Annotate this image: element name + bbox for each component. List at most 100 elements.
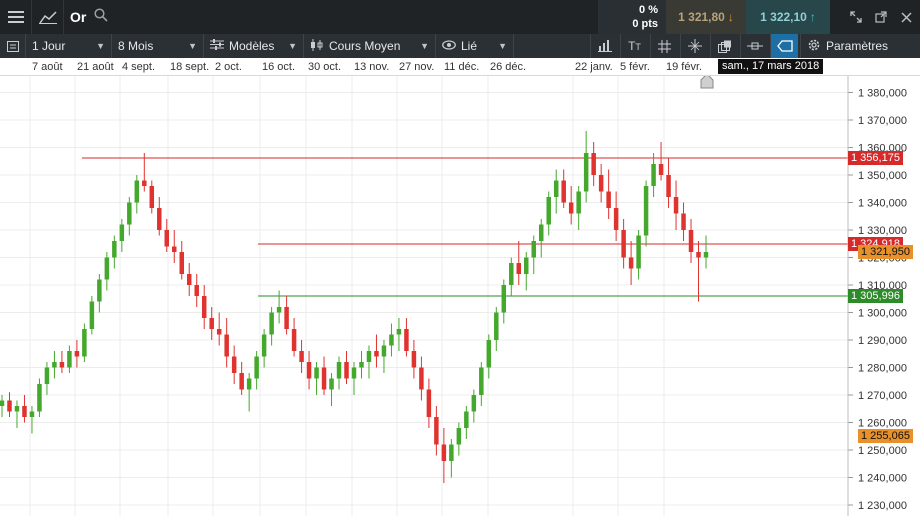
candle-body bbox=[142, 180, 147, 186]
candle bbox=[22, 395, 27, 423]
arrow-up-icon: ↑ bbox=[809, 10, 816, 24]
candle bbox=[509, 257, 514, 296]
candle bbox=[97, 274, 102, 313]
chart-toolbar: 1 Jour ▼ 8 Mois ▼ Modèles ▼ Cours Moyen … bbox=[0, 34, 920, 58]
candle bbox=[89, 296, 95, 335]
candle-body bbox=[359, 362, 364, 368]
candle-body bbox=[104, 257, 110, 280]
close-icon[interactable] bbox=[892, 0, 920, 34]
candle-body bbox=[606, 191, 611, 208]
candle-body bbox=[269, 312, 274, 335]
candle bbox=[426, 378, 432, 428]
top-bar: Or 0 % 0 pts 1 321,80 ↓ 1 322,10 ↑ bbox=[0, 0, 920, 34]
ask-button[interactable]: 1 322,10 ↑ bbox=[746, 0, 830, 34]
candle bbox=[44, 362, 50, 395]
candle bbox=[568, 186, 574, 225]
candle-body bbox=[561, 180, 566, 203]
candle-body bbox=[29, 411, 35, 417]
candle bbox=[172, 230, 177, 263]
candle bbox=[59, 351, 65, 373]
candle bbox=[688, 219, 694, 263]
hamburger-icon[interactable] bbox=[0, 0, 32, 34]
templates-dropdown[interactable]: Modèles ▼ bbox=[204, 34, 304, 58]
date-label: 26 déc. bbox=[490, 61, 527, 73]
text-tool-icon[interactable]: TT bbox=[620, 34, 648, 58]
candle bbox=[157, 197, 162, 236]
line-tool-icon[interactable] bbox=[740, 34, 768, 58]
candle-body bbox=[643, 186, 649, 236]
range-dropdown[interactable]: 8 Mois ▼ bbox=[112, 34, 204, 58]
candle-body bbox=[389, 334, 394, 346]
candle bbox=[561, 169, 566, 208]
candle bbox=[142, 153, 147, 192]
candle-body bbox=[516, 263, 522, 274]
horizontal-lines bbox=[82, 157, 848, 297]
candle bbox=[104, 252, 110, 291]
candle-body bbox=[538, 224, 544, 241]
candle-body bbox=[119, 224, 125, 241]
candle bbox=[598, 164, 604, 203]
gear-icon bbox=[807, 38, 821, 55]
candle-body bbox=[576, 191, 581, 214]
candle-body bbox=[74, 351, 80, 357]
candle-body bbox=[666, 175, 671, 197]
grid-icon[interactable] bbox=[650, 34, 678, 58]
layers-icon[interactable] bbox=[710, 34, 738, 58]
settings-button[interactable]: Paramètres bbox=[800, 34, 920, 58]
chart-line-icon[interactable] bbox=[32, 0, 64, 34]
candles bbox=[0, 131, 709, 483]
candle bbox=[613, 191, 619, 241]
change-points: 0 pts bbox=[632, 18, 658, 30]
candle bbox=[239, 362, 244, 395]
candle bbox=[621, 219, 626, 269]
expand-icon[interactable] bbox=[842, 0, 870, 34]
candle-body bbox=[568, 202, 574, 214]
indicators-icon[interactable] bbox=[590, 34, 618, 58]
candle-body bbox=[621, 230, 626, 258]
period-dropdown[interactable]: 1 Jour ▼ bbox=[26, 34, 112, 58]
crosshair-tool-icon[interactable] bbox=[680, 34, 708, 58]
candle-body bbox=[276, 307, 282, 313]
candle bbox=[314, 362, 319, 395]
candle bbox=[524, 252, 529, 291]
search-icon[interactable] bbox=[94, 8, 108, 26]
candle bbox=[501, 279, 507, 324]
date-label: 7 août bbox=[32, 61, 63, 73]
support-tag: 1 305,996 bbox=[848, 289, 903, 303]
chart-type-dropdown[interactable]: Cours Moyen ▼ bbox=[304, 34, 436, 58]
date-label: 22 janv. bbox=[575, 61, 613, 73]
candle-body bbox=[351, 367, 357, 379]
cursor-marker-icon[interactable] bbox=[700, 76, 714, 89]
price-label: 1 350,000 bbox=[858, 170, 907, 182]
candle bbox=[666, 158, 671, 208]
candle bbox=[216, 312, 222, 346]
candle bbox=[209, 307, 214, 340]
candle bbox=[82, 323, 87, 362]
candle bbox=[366, 345, 372, 379]
list-icon[interactable] bbox=[0, 34, 26, 58]
candle-body bbox=[82, 329, 87, 357]
candle-body bbox=[59, 362, 65, 368]
price-label: 1 370,000 bbox=[858, 115, 907, 127]
date-axis: 7 août 21 août 4 sept. 18 sept. 2 oct. 1… bbox=[0, 58, 920, 76]
candle-body bbox=[628, 257, 634, 269]
candle bbox=[441, 428, 447, 483]
candle bbox=[74, 340, 80, 368]
candle bbox=[703, 235, 709, 269]
candle-body bbox=[531, 241, 536, 258]
chevron-down-icon: ▼ bbox=[420, 41, 429, 51]
price-tag-icon[interactable] bbox=[770, 34, 798, 58]
popout-icon[interactable] bbox=[867, 0, 895, 34]
bid-button[interactable]: 1 321,80 ↓ bbox=[666, 0, 746, 34]
candle-body bbox=[441, 444, 447, 461]
candle bbox=[0, 395, 5, 417]
candle-body bbox=[127, 202, 132, 225]
chevron-down-icon: ▼ bbox=[288, 41, 297, 51]
price-label: 1 330,000 bbox=[858, 225, 907, 237]
candle-body bbox=[134, 180, 140, 203]
candle bbox=[471, 389, 477, 423]
candle bbox=[29, 406, 35, 434]
link-dropdown[interactable]: Lié ▼ bbox=[436, 34, 514, 58]
